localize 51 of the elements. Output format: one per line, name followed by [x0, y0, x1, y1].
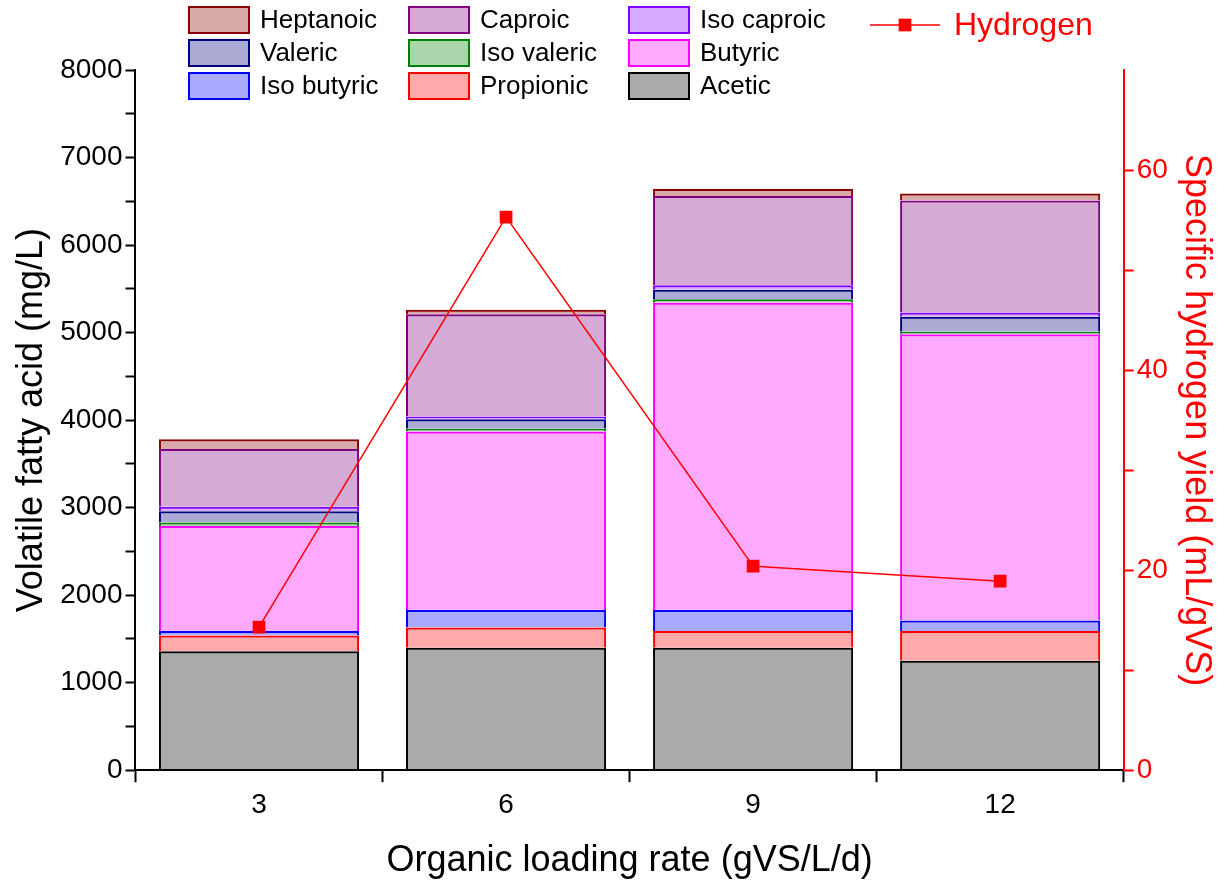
- x-axis-title: Organic loading rate (gVS/L/d): [386, 838, 873, 880]
- bar: [158, 448, 360, 507]
- bar: [900, 620, 1101, 632]
- bar: [653, 196, 854, 286]
- legend-label: Acetic: [700, 70, 771, 101]
- legend-label: Heptanoic: [260, 4, 378, 35]
- legend-label: Hydrogen: [954, 6, 1093, 43]
- legend-label: Iso butyric: [260, 70, 379, 101]
- y2-axis-title: Specific hydrogen yield (mL/gVS): [1178, 153, 1220, 687]
- x-tick-label: 6: [498, 787, 514, 819]
- y-tick-label: 6000: [60, 227, 123, 259]
- bar: [158, 511, 360, 523]
- bar: [900, 334, 1101, 621]
- y-tick-label: 8000: [60, 52, 123, 84]
- legend-label: Caproic: [480, 4, 570, 35]
- legend-label: Valeric: [260, 37, 338, 68]
- point: [993, 574, 1007, 588]
- y-tick-label: 5000: [60, 315, 123, 347]
- y2-tick-label: 60: [1136, 152, 1168, 184]
- legend-label: Iso valeric: [480, 37, 598, 68]
- bar: [406, 431, 607, 611]
- bar: [653, 289, 854, 300]
- bar: [653, 189, 854, 197]
- bar: [900, 193, 1101, 201]
- y2-tick-label: 0: [1136, 752, 1153, 784]
- bar: [653, 631, 854, 648]
- legend-label: Iso caproic: [700, 4, 826, 35]
- y-tick-label: 3000: [60, 490, 123, 522]
- point: [746, 559, 760, 573]
- bar: [406, 419, 607, 429]
- bar: [158, 439, 360, 449]
- y-tick-label: 7000: [60, 140, 123, 172]
- y-tick-label: 2000: [60, 577, 123, 609]
- bar: [900, 316, 1101, 332]
- y2-tick-label: 40: [1136, 352, 1168, 384]
- point: [252, 620, 266, 634]
- bar: [653, 610, 854, 632]
- bar: [406, 610, 607, 628]
- y-axis-title: Volatile fatty acid (mg/L): [8, 228, 50, 613]
- y2-tick-label: 20: [1136, 552, 1168, 584]
- legend-label: Propionic: [480, 70, 589, 101]
- y-tick-label: 0: [106, 752, 123, 784]
- x-tick-label: 9: [745, 787, 761, 819]
- x-tick-label: 3: [251, 787, 267, 819]
- bar: [900, 631, 1101, 661]
- bar: [900, 200, 1101, 313]
- bar: [406, 627, 607, 648]
- legend-label: Butyric: [700, 37, 780, 68]
- x-tick-label: 12: [984, 787, 1016, 819]
- y-tick-label: 1000: [60, 665, 123, 697]
- y-tick-label: 4000: [60, 402, 123, 434]
